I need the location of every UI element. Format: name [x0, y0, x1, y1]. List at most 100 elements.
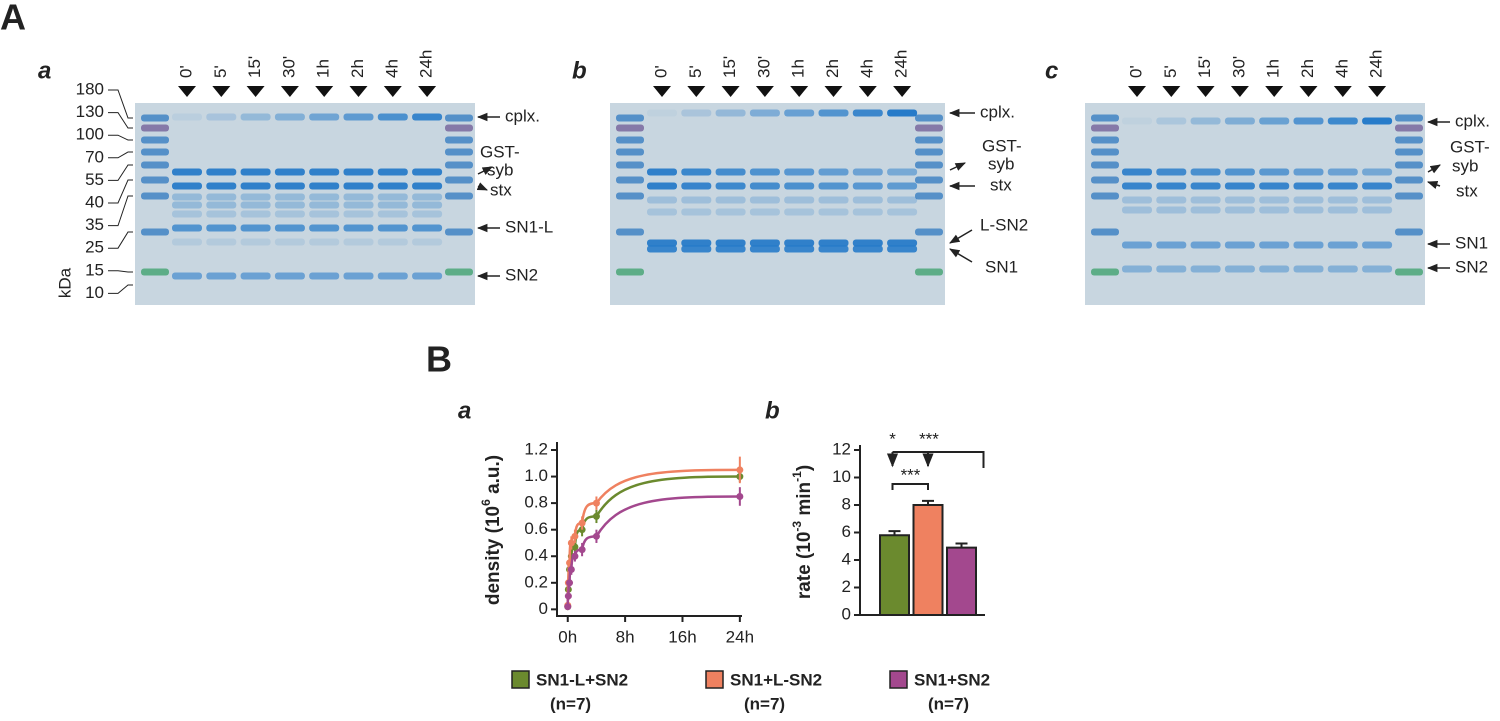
gel-band	[715, 196, 746, 204]
gel-band	[1327, 206, 1358, 214]
gel-band	[1395, 114, 1423, 122]
lane-arrow	[1230, 86, 1249, 97]
gel-band	[1122, 206, 1152, 214]
gel-band	[915, 136, 943, 144]
gel-band	[647, 168, 677, 176]
gel-band	[1259, 265, 1290, 273]
gel-band	[240, 272, 271, 280]
data-point	[566, 579, 574, 587]
lane-arrow	[1299, 86, 1318, 97]
gel-band	[1156, 117, 1187, 125]
gel-band	[172, 168, 202, 176]
gel-band	[377, 182, 408, 190]
gel-band	[141, 124, 169, 132]
gel-band	[445, 161, 473, 169]
x-tick-label: 24h	[726, 627, 754, 646]
marker-connector	[108, 89, 133, 119]
lane-label: 30'	[1229, 56, 1248, 78]
data-point	[592, 512, 600, 520]
gel-band	[616, 268, 644, 276]
gel-band	[172, 182, 202, 190]
gel-band	[1091, 161, 1119, 169]
gel-band	[240, 224, 271, 232]
gel-band	[1293, 117, 1324, 125]
gel-band	[1362, 117, 1393, 125]
gel-band	[1395, 176, 1423, 184]
label-part: 6	[479, 499, 493, 506]
data-point	[564, 603, 572, 611]
lane-label: 2h	[1298, 59, 1317, 78]
gel-band	[818, 208, 849, 216]
gel-band	[616, 161, 644, 169]
data-point	[592, 499, 600, 507]
gel-band	[377, 238, 408, 246]
gel-band	[616, 228, 644, 236]
gel-band	[647, 196, 677, 204]
gel-band	[887, 109, 918, 117]
gel-band	[1293, 206, 1324, 214]
gel-band	[647, 182, 677, 190]
gel-band	[1091, 136, 1119, 144]
gel-band	[206, 201, 237, 209]
gel-band	[1395, 124, 1423, 132]
gel-band	[852, 239, 883, 247]
lane-arrow	[349, 86, 368, 97]
gel	[1085, 103, 1425, 305]
annotation-arrow	[477, 166, 493, 175]
lane-arrow	[721, 86, 740, 97]
band-annotation: L-SN2	[980, 215, 1028, 234]
gel-band	[647, 208, 677, 216]
lane-arrow	[1368, 86, 1387, 97]
lane-arrow	[246, 86, 265, 97]
gel-band	[1224, 241, 1255, 249]
gel	[610, 103, 945, 305]
annotation-arrow	[949, 248, 973, 263]
gel-band	[141, 136, 169, 144]
gel-band	[1156, 265, 1187, 273]
gel-band	[274, 272, 305, 280]
gel-band	[240, 113, 271, 121]
gel-band	[681, 239, 712, 247]
gel-band	[1293, 265, 1324, 273]
gel-band	[172, 113, 202, 121]
gel-band	[412, 201, 443, 209]
legend-n: (n=7)	[550, 694, 591, 713]
gel-band	[715, 239, 746, 247]
gel-band	[1156, 196, 1187, 204]
gel-band	[377, 168, 408, 176]
marker-label: 130	[76, 102, 104, 121]
marker-connector	[108, 134, 133, 141]
lane-arrow	[1128, 86, 1146, 97]
gel-band	[412, 238, 443, 246]
label-part: )	[794, 465, 815, 471]
y-tick-label: 6	[842, 522, 851, 541]
gel-band	[887, 245, 918, 253]
gel-band	[616, 124, 644, 132]
band-annotation: stx	[490, 180, 512, 199]
gel-band	[445, 114, 473, 122]
gel-band	[1327, 117, 1358, 125]
gel-band	[445, 176, 473, 184]
legend-swatch	[705, 670, 724, 689]
band-annotation: syb	[988, 154, 1014, 173]
gel-band	[749, 196, 780, 204]
panel-sublabel: b	[572, 57, 587, 84]
gel-band	[309, 224, 340, 232]
gel-band	[377, 224, 408, 232]
gel-band	[445, 136, 473, 144]
gel-band	[1395, 161, 1423, 169]
gel-band	[1156, 206, 1187, 214]
gel-band	[715, 245, 746, 253]
gel-band	[1293, 196, 1324, 204]
gel-band	[141, 192, 169, 200]
gel-band	[445, 192, 473, 200]
gel-band	[1259, 241, 1290, 249]
gel-band	[915, 268, 943, 276]
gel-band	[1395, 136, 1423, 144]
gel-band	[818, 109, 849, 117]
marker-connector	[108, 112, 133, 129]
marker-connector	[108, 164, 133, 181]
gel-band	[1190, 196, 1221, 204]
label-part: -3	[790, 521, 804, 532]
